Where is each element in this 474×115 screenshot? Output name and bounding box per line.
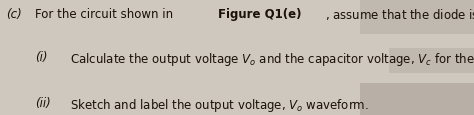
Text: , assume that the diode is ideal and $V_{DC}$ = 2 V.: , assume that the diode is ideal and $V_… xyxy=(326,8,474,24)
Bar xyxy=(360,83,474,115)
Text: For the circuit shown in: For the circuit shown in xyxy=(35,8,176,21)
Text: (c): (c) xyxy=(6,8,21,21)
Bar xyxy=(360,0,474,34)
Text: Figure Q1(e): Figure Q1(e) xyxy=(218,8,301,21)
Text: (i): (i) xyxy=(35,51,47,63)
Bar xyxy=(389,48,474,74)
Text: (ii): (ii) xyxy=(35,97,50,109)
Text: Sketch and label the output voltage, $V_o$ waveform.: Sketch and label the output voltage, $V_… xyxy=(70,97,369,114)
Text: Calculate the output voltage $V_o$ and the capacitor voltage, $V_c$ for the inpu: Calculate the output voltage $V_o$ and t… xyxy=(70,51,474,68)
